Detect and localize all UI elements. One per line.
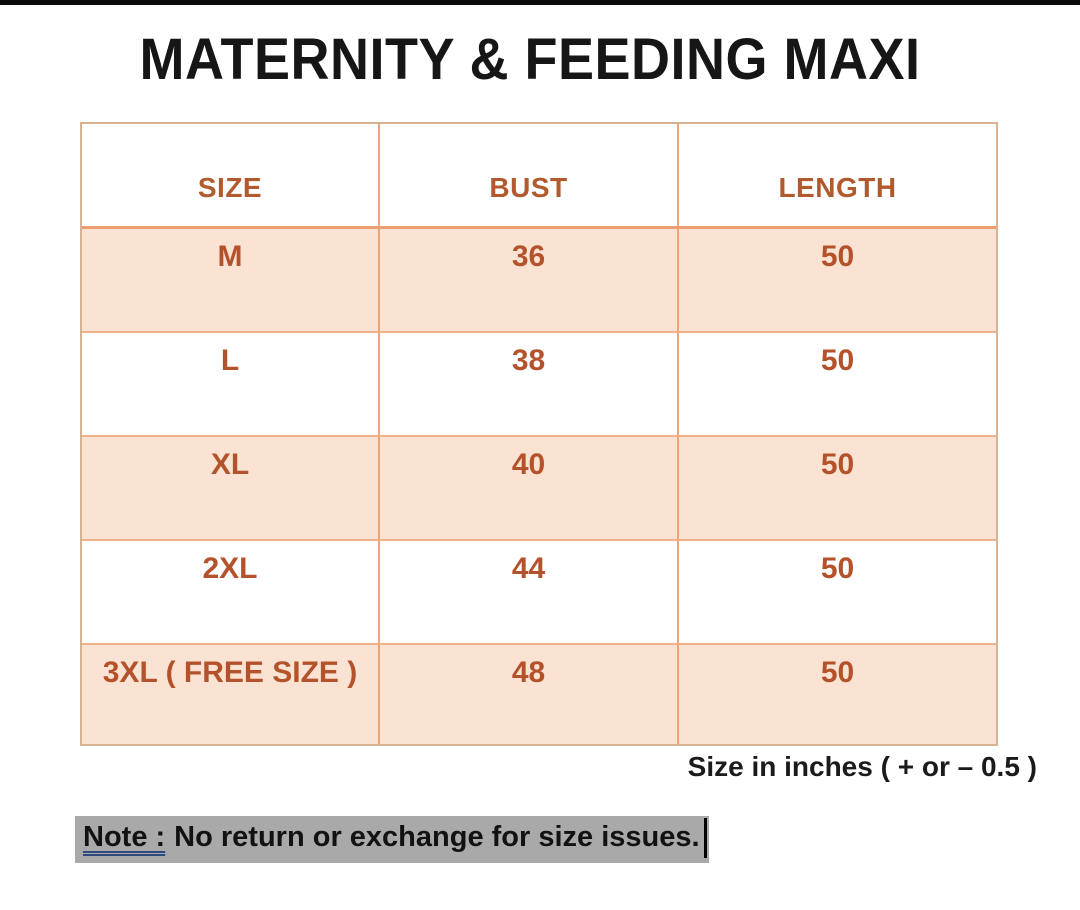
table-row-xl-size: XL — [82, 437, 380, 541]
size-chart-table: SIZE BUST LENGTH M 36 50 L 38 50 XL 40 5… — [80, 122, 998, 746]
table-row-xl-length: 50 — [679, 437, 996, 541]
table-row-m-bust: 36 — [380, 229, 679, 333]
note-highlight-bar: Note : No return or exchange for size is… — [75, 816, 709, 863]
text-cursor — [703, 817, 707, 858]
table-row-xl-bust: 40 — [380, 437, 679, 541]
table-row-l-bust: 38 — [380, 333, 679, 437]
note-label: Note : — [83, 821, 166, 853]
column-header-size: SIZE — [82, 124, 380, 229]
table-row-2xl-bust: 44 — [380, 541, 679, 645]
page-title: MATERNITY & FEEDING MAXI — [139, 27, 921, 92]
table-row-3xl-size: 3XL ( FREE SIZE ) — [82, 645, 380, 744]
table-row-3xl-bust: 48 — [380, 645, 679, 744]
top-black-strip — [0, 0, 1080, 5]
table-row-3xl-length: 50 — [679, 645, 996, 744]
column-header-length: LENGTH — [679, 124, 996, 229]
table-row-l-size: L — [82, 333, 380, 437]
note-text: No return or exchange for size issues. — [174, 821, 700, 853]
column-header-bust: BUST — [380, 124, 679, 229]
table-row-m-size: M — [82, 229, 380, 333]
size-units-footnote: Size in inches ( + or – 0.5 ) — [687, 751, 1037, 782]
table-row-m-length: 50 — [679, 229, 996, 333]
table-row-2xl-size: 2XL — [82, 541, 380, 645]
table-row-l-length: 50 — [679, 333, 996, 437]
table-row-2xl-length: 50 — [679, 541, 996, 645]
